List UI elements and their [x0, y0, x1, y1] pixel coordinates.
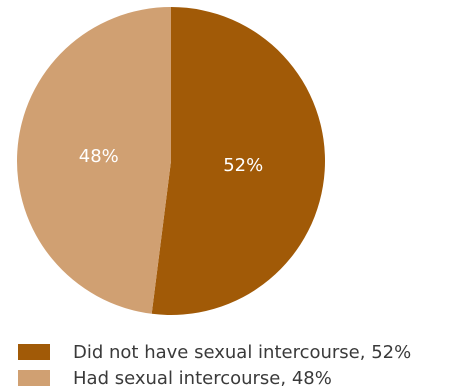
pie-slice-0 — [151, 7, 325, 315]
legend-item-did-not-have: Did not have sexual intercourse, 52% — [18, 339, 411, 365]
legend-item-had: Had sexual intercourse, 48% — [18, 365, 411, 391]
pie-chart: 52% 48% — [16, 7, 325, 315]
slice-data-label-0: 52% — [223, 155, 263, 176]
pie-slice-1 — [16, 7, 172, 314]
legend-label-did-not-have: Did not have sexual intercourse, 52% — [73, 341, 412, 363]
legend-swatch-did-not-have — [18, 344, 50, 360]
slice-data-label-1: 48% — [79, 146, 119, 167]
legend-swatch-had — [18, 370, 50, 386]
legend-label-had: Had sexual intercourse, 48% — [73, 367, 332, 389]
legend: Did not have sexual intercourse, 52% Had… — [18, 339, 411, 391]
